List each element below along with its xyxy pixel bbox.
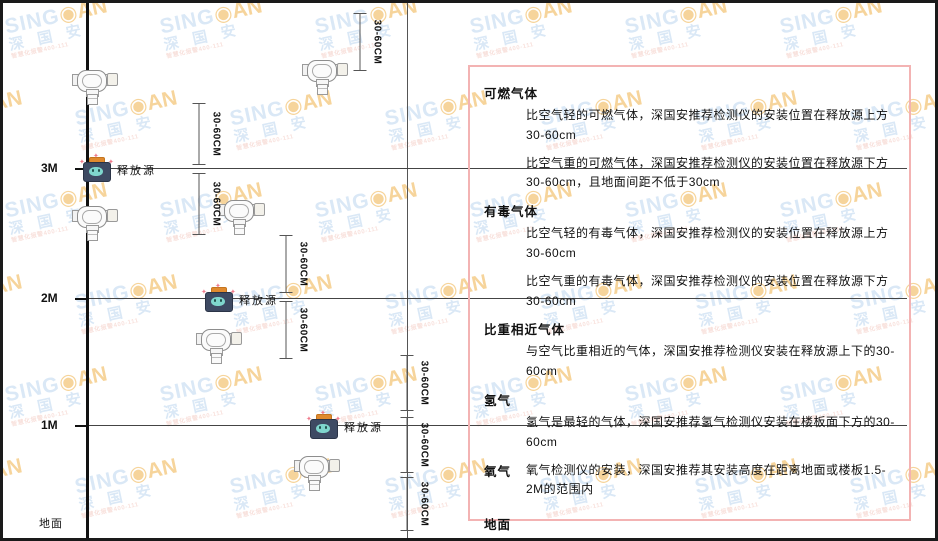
guideline-section: 可燃气体比空气轻的可燃气体，深国安推荐检测仪的安装位置在释放源上方30-60cm… — [484, 83, 895, 193]
section-paragraph: 比空气重的有毒气体，深国安推荐检测仪的安装位置在释放源下方30-60cm — [526, 273, 889, 308]
level-line — [87, 298, 907, 299]
section-heading: 比重相近气体 — [484, 323, 566, 338]
section-paragraph: 检测仪地面间距，深国安推荐在30-60cm，且不得小于30cm，因为过低容易水浸… — [526, 537, 895, 538]
vertical-axis-main — [86, 3, 89, 538]
section-paragraph: 比空气轻的可燃气体，深国安推荐检测仪的安装位置在释放源上方30-60cm — [526, 108, 889, 142]
dimension-label: 30-60CM — [297, 307, 309, 353]
dimension-label: 30-60CM — [418, 481, 430, 527]
level-label-3m: 3M — [41, 161, 58, 175]
release-source-label: 释放源 — [344, 422, 383, 434]
dimension-chain: 30-60CM — [190, 103, 222, 165]
dimension-chain: 30-60CM — [277, 301, 309, 359]
gas-detector-icon — [218, 199, 265, 235]
level-line — [87, 168, 907, 169]
level-tick — [75, 425, 89, 427]
release-source-label: 释放源 — [239, 295, 278, 307]
section-heading: 氧气 — [484, 464, 512, 479]
guideline-section: 氧气 氧气检测仪的安装，深国安推荐其安装高度在距离地面或楼板1.5-2M的范围内 — [484, 461, 895, 509]
dimension-chain: 30-60CM — [351, 13, 383, 71]
guideline-section: 氢气 氢气是最轻的气体，深国安推荐氢气检测仪安装在楼板面下方的30-60cm — [484, 390, 895, 453]
section-heading: 氢气 — [484, 393, 512, 408]
section-paragraph: 比空气轻的有毒气体，深国安推荐检测仪的安装位置在释放源上方30-60cm — [526, 226, 889, 260]
gas-detector-icon — [301, 59, 348, 95]
gas-detector-icon — [71, 205, 118, 241]
level-tick — [75, 168, 89, 170]
dimension-chain: 30-60CM — [398, 355, 430, 411]
ground-label: 地面 — [39, 518, 63, 530]
release-source-icon: ✦ ✦ ✦ — [306, 410, 341, 439]
section-heading: 可燃气体 — [484, 87, 539, 101]
dimension-chain: 30-60CM — [277, 235, 309, 293]
section-paragraph: 氢气是最轻的气体，深国安推荐氢气检测仪安装在楼板面下方的30-60cm — [526, 414, 895, 449]
dimension-label: 30-60CM — [418, 360, 430, 406]
section-paragraph: 氧气检测仪的安装，深国安推荐其安装高度在距离地面或楼板1.5-2M的范围内 — [526, 462, 887, 497]
level-tick — [75, 298, 89, 300]
guideline-section: 有毒气体比空气轻的有毒气体，深国安推荐检测仪的安装位置在释放源上方30-60cm… — [484, 201, 895, 311]
dimension-label: 30-60CM — [418, 422, 430, 468]
dimension-label: 30-60CM — [210, 181, 222, 227]
section-paragraph: 比空气重的可燃气体，深国安推荐检测仪的安装位置在释放源下方30-60cm，且地面… — [526, 155, 889, 190]
gas-detector-icon — [195, 328, 242, 364]
dimension-chain: 30-60CM — [398, 417, 430, 473]
level-label-2m: 2M — [41, 291, 58, 305]
guideline-section: 比重相近气体与空气比重相近的气体，深国安推荐检测仪安装在释放源上下的30-60c… — [484, 319, 895, 382]
section-heading: 有毒气体 — [484, 205, 539, 220]
section-paragraph: 与空气比重相近的气体，深国安推荐检测仪安装在释放源上下的30-60cm — [526, 344, 895, 379]
level-line — [87, 425, 907, 426]
gas-detector-icon — [293, 455, 340, 491]
dimension-label: 30-60CM — [210, 111, 222, 157]
vertical-axis-secondary — [407, 3, 408, 538]
dimension-chain: 30-60CM — [398, 477, 430, 531]
dimension-label: 30-60CM — [297, 241, 309, 287]
dimension-label: 30-60CM — [371, 19, 383, 65]
release-source-icon: ✦ ✦ ✦ — [201, 283, 236, 312]
installation-diagram: 3M 2M 1M ✦ ✦ ✦ 释放源 ✦ ✦ ✦ 释放源 ✦ ✦ ✦ 释放源 30-60CM 30-60CM… — [3, 3, 935, 538]
guidelines-panel: 可燃气体比空气轻的可燃气体，深国安推荐检测仪的安装位置在释放源上方30-60cm… — [468, 65, 911, 532]
dimension-chain: 30-60CM — [190, 173, 222, 235]
guideline-section: 地面检测仪地面间距，深国安推荐在30-60cm，且不得小于30cm，因为过低容易… — [484, 514, 895, 538]
section-heading: 地面 — [484, 518, 512, 533]
release-source-label: 释放源 — [117, 165, 156, 177]
level-label-1m: 1M — [41, 418, 58, 432]
gas-detector-icon — [71, 69, 118, 105]
release-source-icon: ✦ ✦ ✦ — [79, 153, 114, 182]
